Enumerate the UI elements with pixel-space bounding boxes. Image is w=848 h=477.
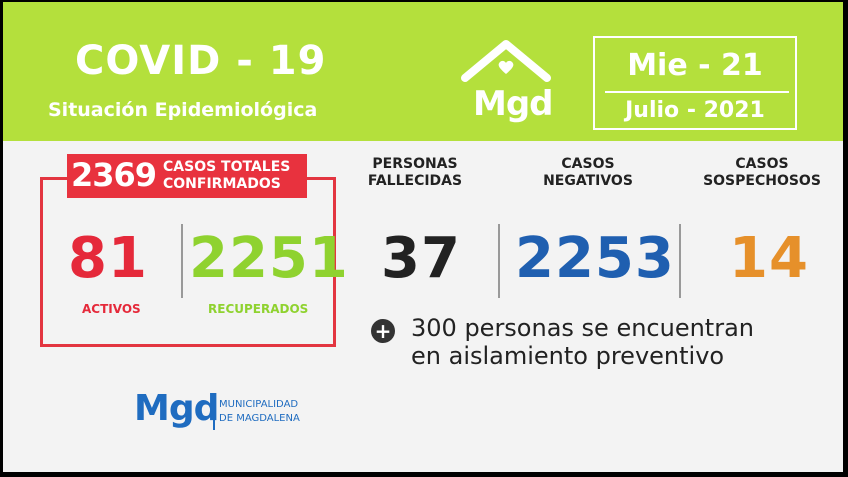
divider (679, 224, 681, 298)
total-cases-label-2: CONFIRMADOS (163, 176, 281, 192)
fallecidos-value: 37 (381, 226, 461, 291)
date-divider (605, 91, 789, 93)
negativos-value: 2253 (515, 226, 675, 291)
activos-label: ACTIVOS (82, 302, 141, 316)
footer-logo-divider (213, 394, 215, 430)
totals-banner: 2369 CASOS TOTALES CONFIRMADOS (67, 154, 307, 198)
recuperados-value: 2251 (189, 226, 349, 291)
house-heart-icon (461, 40, 551, 82)
sospechosos-heading-2: SOSPECHOSOS (703, 173, 821, 189)
fallecidos-heading-1: PERSONAS (372, 156, 458, 172)
activos-value: 81 (68, 226, 148, 291)
total-cases-label-1: CASOS TOTALES (163, 159, 291, 175)
page-title: COVID - 19 (75, 38, 327, 84)
sospechosos-heading-1: CASOS (735, 156, 789, 172)
negativos-heading-2: NEGATIVOS (543, 173, 633, 189)
recuperados-label: RECUPERADOS (208, 302, 309, 316)
infographic-card: COVID - 19 Situación Epidemiológica Mgd … (3, 2, 843, 472)
plus-icon: + (371, 319, 395, 343)
negativos-heading: CASOS NEGATIVOS (528, 156, 648, 190)
divider (498, 224, 500, 298)
sospechosos-value: 14 (729, 226, 809, 291)
date-month: Julio - 2021 (625, 98, 765, 123)
page-subtitle: Situación Epidemiológica (48, 99, 318, 121)
total-cases-value: 2369 (71, 156, 157, 194)
header-logo-text: Mgd (473, 84, 554, 124)
fallecidos-heading: PERSONAS FALLECIDAS (355, 156, 475, 190)
footer-municipality-line-2: DE MAGDALENA (219, 413, 300, 424)
footer-municipality-line-1: MUNICIPALIDAD (219, 399, 299, 410)
date-day: Mie - 21 (627, 48, 763, 83)
divider (181, 224, 183, 298)
sospechosos-heading: CASOS SOSPECHOSOS (687, 156, 837, 190)
negativos-heading-1: CASOS (561, 156, 615, 172)
fallecidos-heading-2: FALLECIDAS (367, 173, 463, 189)
header-banner: COVID - 19 Situación Epidemiológica Mgd … (3, 2, 843, 141)
footer-logo-text: Mgd (134, 388, 219, 429)
note-line-1: 300 personas se encuentran (411, 314, 754, 342)
date-box: Mie - 21 Julio - 2021 (593, 36, 797, 130)
note-line-2: en aislamiento preventivo (411, 342, 725, 370)
